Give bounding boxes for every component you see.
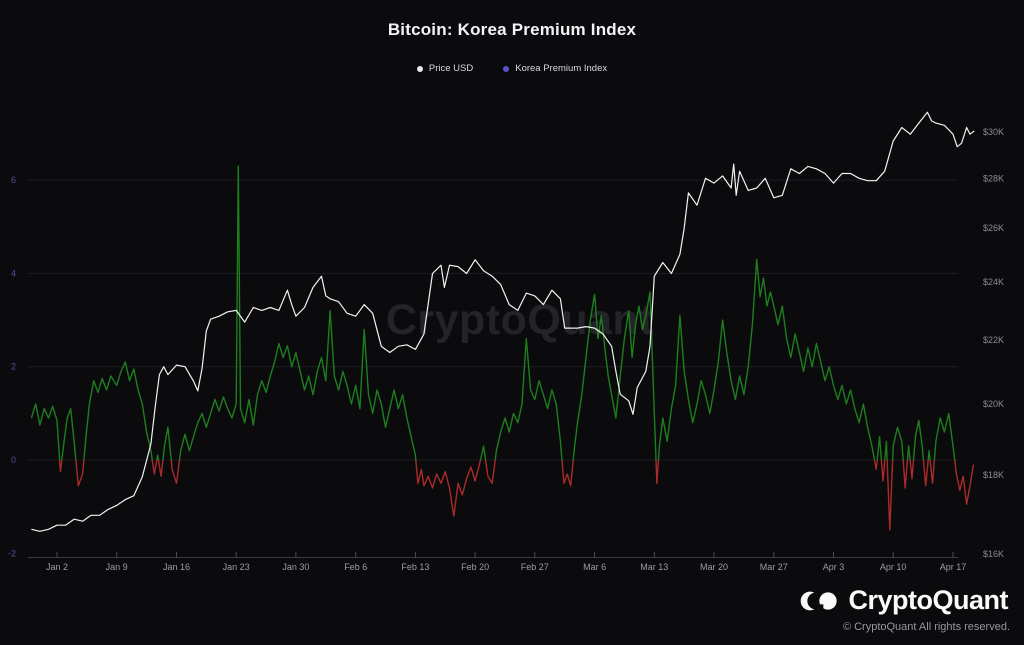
copyright-text: © CryptoQuant All rights reserved. xyxy=(842,621,1010,633)
y-axis-left-tick-label: 2 xyxy=(11,362,16,372)
x-axis-tick-label: Jan 16 xyxy=(163,562,190,572)
x-axis-tick-label: Mar 20 xyxy=(700,562,728,572)
y-axis-left-tick-label: 0 xyxy=(11,455,16,465)
brand-name: CryptoQuant xyxy=(848,585,1009,615)
premium-index-line-negative xyxy=(58,460,975,531)
x-axis-tick-label: Mar 27 xyxy=(760,562,788,572)
x-axis-tick-label: Feb 6 xyxy=(344,562,367,572)
y-axis-right-tick-label: $30K xyxy=(983,127,1004,137)
x-axis-tick-label: Apr 3 xyxy=(823,562,845,572)
y-axis-right-tick-label: $26K xyxy=(983,223,1004,233)
x-axis-tick-label: Mar 6 xyxy=(583,562,606,572)
chart-legend: Price USD Korea Premium Index xyxy=(0,63,1024,74)
x-axis-tick-label: Feb 20 xyxy=(461,562,489,572)
x-axis-tick-label: Apr 10 xyxy=(880,562,907,572)
premium-index-line-positive xyxy=(30,165,956,460)
x-axis-tick-label: Mar 13 xyxy=(640,562,668,572)
y-axis-right-tick-label: $22K xyxy=(983,335,1004,345)
x-axis-tick-label: Jan 23 xyxy=(223,562,250,572)
y-axis-right-tick-label: $18K xyxy=(983,470,1004,480)
x-axis-tick-label: Feb 27 xyxy=(521,562,549,572)
legend-item-1[interactable]: Korea Premium Index xyxy=(503,63,607,74)
x-axis-tick-label: Jan 2 xyxy=(46,562,68,572)
x-axis-tick-label: Apr 17 xyxy=(940,562,967,572)
x-axis-tick-label: Feb 13 xyxy=(401,562,429,572)
cryptoquant-logo-icon xyxy=(800,591,837,610)
brand-footer: CryptoQuant xyxy=(800,585,1009,616)
y-axis-right-tick-label: $28K xyxy=(983,173,1004,183)
chart-title: Bitcoin: Korea Premium Index xyxy=(387,20,637,39)
y-axis-left-tick-label: 6 xyxy=(11,175,16,185)
x-axis-tick-label: Jan 9 xyxy=(106,562,128,572)
legend-label: Korea Premium Index xyxy=(515,63,608,74)
price-usd-line xyxy=(31,111,975,532)
legend-dot-icon xyxy=(416,65,423,72)
legend-label: Price USD xyxy=(428,63,474,74)
legend-dot-icon xyxy=(503,65,510,72)
watermark-text: CryptoQuant xyxy=(385,296,655,344)
y-axis-left-tick-label: -2 xyxy=(8,548,16,558)
y-axis-right-tick-label: $16K xyxy=(983,549,1004,559)
y-axis-right-tick-label: $20K xyxy=(983,399,1004,409)
legend-item-0[interactable]: Price USD xyxy=(416,63,474,74)
y-axis-left-tick-label: 4 xyxy=(11,268,16,278)
y-axis-right-tick-label: $24K xyxy=(983,277,1004,287)
x-axis-tick-label: Jan 30 xyxy=(282,562,309,572)
